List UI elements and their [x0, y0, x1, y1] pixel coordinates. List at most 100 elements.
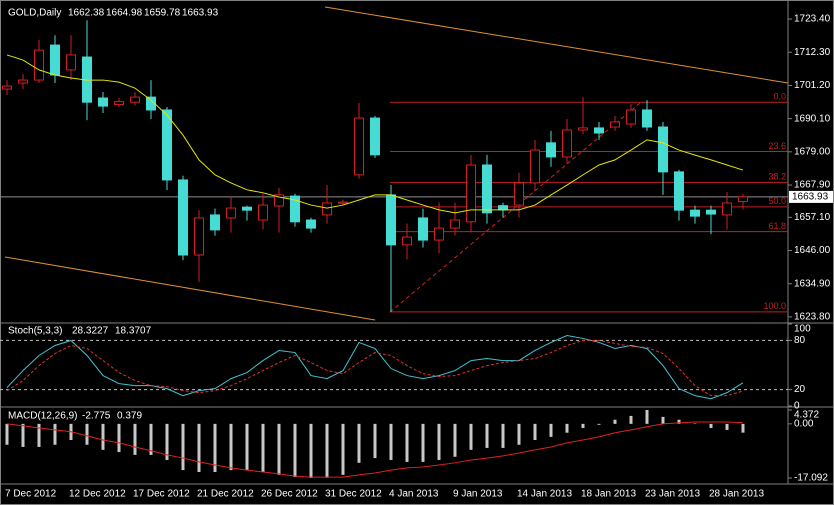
candle-body	[658, 126, 668, 173]
candle-body	[642, 109, 652, 128]
candle-body	[738, 196, 748, 203]
histogram-bar	[5, 423, 9, 445]
y-tick-label: 1701.20	[794, 80, 831, 91]
histogram-bar	[277, 423, 281, 475]
candle-body	[306, 219, 316, 229]
histogram-bar	[613, 419, 617, 424]
trend-line	[324, 6, 789, 84]
x-tick-label: 9 Jan 2013	[453, 489, 503, 500]
candle-body	[514, 182, 524, 206]
histogram-bar	[501, 423, 505, 448]
histogram-bar	[293, 423, 297, 478]
candle-body	[274, 194, 284, 207]
candle-body	[290, 195, 300, 223]
y-tick-label: 1623.80	[794, 312, 831, 323]
price-label: 1663.93	[792, 192, 829, 203]
histogram-bar	[53, 423, 57, 445]
histogram-bar	[581, 423, 585, 428]
histogram-bar	[213, 423, 217, 473]
histogram-bar	[709, 423, 713, 428]
candle-body	[194, 217, 204, 256]
x-tick-label: 26 Dec 2012	[261, 489, 318, 500]
histogram-bar	[741, 423, 745, 433]
histogram-bar	[437, 423, 441, 460]
macd-main-value: -2.775	[82, 411, 111, 422]
candle-body	[210, 214, 220, 231]
histogram-bar	[517, 423, 521, 445]
y-tick-label: 1723.40	[794, 14, 831, 25]
fibo-label: 38.2	[768, 172, 786, 182]
candle-body	[66, 54, 76, 71]
macd-signal-value: 0.379	[117, 411, 142, 422]
candle-body	[722, 202, 732, 216]
candle-body	[2, 85, 12, 90]
histogram-bar	[453, 423, 457, 457]
candle-body	[226, 207, 236, 219]
candle-body	[114, 101, 124, 106]
fibo-label: 61.8	[768, 221, 786, 231]
histogram-bar	[37, 423, 41, 447]
fibo-label: 0.0	[773, 92, 786, 102]
fibo-label: 100.0	[763, 301, 786, 311]
plot-layer: 1723.40 1712.30 1701.20 1690.10 1679.00 1667.…	[0, 14, 833, 500]
y-tick-label: 80	[794, 335, 806, 346]
candle-body	[130, 96, 140, 103]
histogram-bar	[645, 410, 649, 424]
histogram-bar	[245, 423, 249, 471]
y-tick-label: 1667.90	[794, 180, 831, 191]
candle-body	[178, 179, 188, 256]
candle-body	[370, 117, 380, 156]
candle-body	[402, 236, 412, 246]
candle-body	[562, 129, 572, 158]
histogram-bar	[357, 423, 361, 463]
histogram-bar	[101, 423, 105, 450]
stoch-title: Stoch(5,3,3)	[8, 326, 62, 337]
y-tick-label: 20	[794, 384, 806, 395]
candle-body	[34, 49, 44, 81]
candle-body	[594, 127, 604, 134]
histogram-bar	[341, 423, 345, 475]
histogram-bar	[405, 423, 409, 462]
low-value: 1659.78	[144, 8, 181, 19]
y-tick-label: 4.372	[794, 410, 819, 421]
y-tick-label: 100	[794, 324, 811, 335]
candle-body	[434, 227, 444, 241]
histogram-bar	[661, 416, 665, 424]
histogram-bar	[597, 423, 601, 425]
open-value: 1662.38	[68, 8, 105, 19]
x-tick-label: 23 Jan 2013	[645, 489, 700, 500]
candle-body	[242, 206, 252, 211]
histogram-bar	[133, 423, 137, 455]
candle-body	[146, 96, 156, 111]
signal-line	[6, 421, 744, 478]
candle-body	[578, 127, 588, 131]
candle-body	[706, 209, 716, 215]
y-tick-label: 1657.10	[794, 212, 831, 223]
candle-body	[50, 44, 60, 76]
candle-body	[354, 117, 364, 176]
candle-body	[322, 202, 332, 216]
y-tick-label: 1712.30	[794, 47, 831, 58]
close-value: 1663.93	[182, 8, 219, 19]
histogram-bar	[549, 423, 553, 437]
y-tick-label: 0	[794, 401, 800, 412]
fibo-label: 23.6	[768, 141, 786, 151]
y-tick-label: 1690.10	[794, 113, 831, 124]
candle-body	[386, 194, 396, 246]
histogram-bar	[725, 423, 729, 430]
fibo-base-line	[389, 102, 641, 313]
y-tick-label: 1634.90	[794, 278, 831, 289]
histogram-bar	[565, 423, 569, 433]
histogram-bar	[309, 423, 313, 478]
price-label-box	[789, 190, 833, 203]
moving-average	[6, 54, 744, 214]
y-tick-label: -17.092	[794, 473, 828, 484]
histogram-bar	[117, 423, 121, 453]
trend-line	[4, 256, 376, 321]
candle-body	[674, 171, 684, 211]
candle-body	[98, 97, 108, 107]
y-tick-label: 1679.00	[794, 146, 831, 157]
candle-body	[338, 201, 348, 204]
